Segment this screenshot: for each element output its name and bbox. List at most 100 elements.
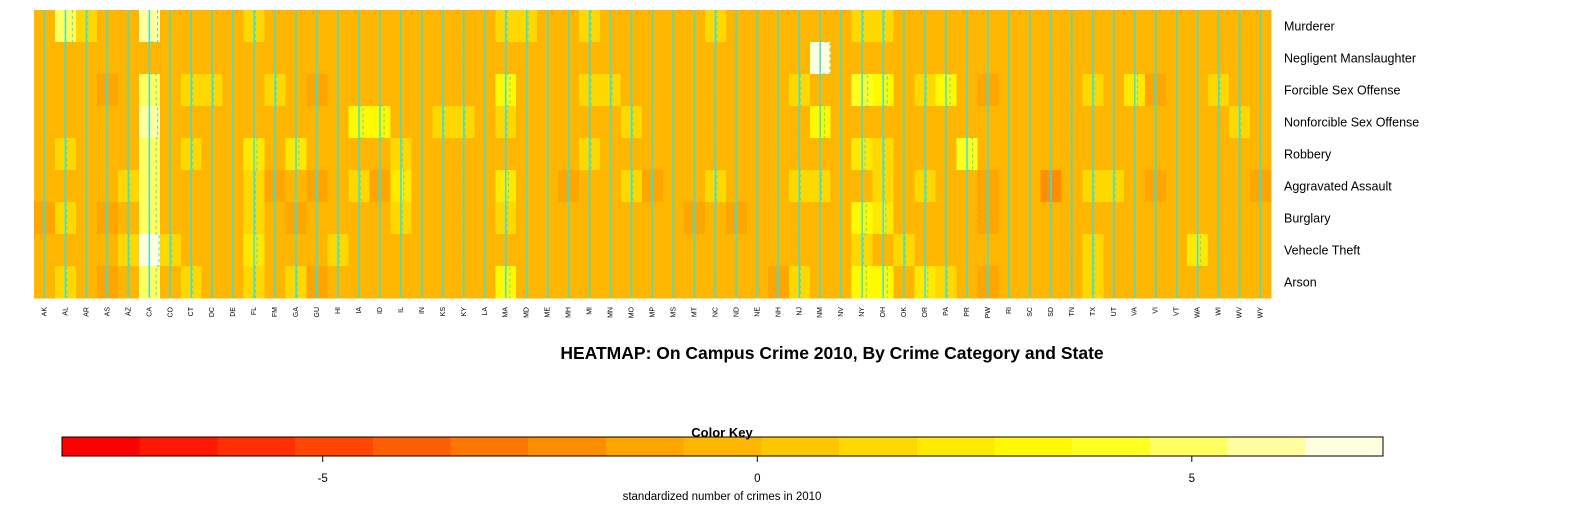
column-trace [903,10,906,298]
column-label: OK [901,307,908,317]
column-label: PR [964,307,971,317]
color-key: Color Key -5 0 5 standardized number of cr… [61,425,1384,503]
column-label: OR [922,307,929,318]
column-label: MO [629,306,636,318]
column-label: AS [104,307,111,317]
column-label: NE [754,307,761,317]
column-label: NY [859,307,866,317]
column-label: GA [293,307,300,317]
color-key-bin [605,437,685,456]
column-trace [798,10,802,298]
column-label: SD [1048,307,1055,317]
column-label: NH [775,307,782,317]
row-label: Arson [1284,276,1317,290]
column-label: VA [1132,307,1139,316]
column-trace [1197,10,1201,298]
column-trace [253,10,258,298]
row-label: Murderer [1284,20,1335,34]
column-trace [294,10,300,298]
column-trace [337,10,340,298]
column-label: WI [1216,307,1223,316]
column-label: IL [398,307,405,313]
heatmap-trace-lines [42,10,1262,298]
color-key-bin [1305,437,1384,456]
row-label: Nonforcible Sex Offense [1284,116,1419,130]
column-trace [400,10,405,298]
column-label: ME [545,307,552,318]
column-label: CT [188,306,195,316]
column-label: DC [209,307,216,317]
row-label: Negligent Manslaughter [1284,52,1416,66]
color-key-bin [761,437,840,456]
column-label: IA [356,307,363,314]
column-trace [190,10,194,298]
column-label: TX [1090,307,1097,316]
column-label: MD [524,307,531,318]
column-label: LA [482,307,489,316]
column-trace [85,10,89,298]
column-label: NJ [796,307,803,316]
column-trace [861,10,869,298]
color-key-bin [683,437,762,456]
row-labels: Murderer Negligent Manslaughter Forcible S… [1284,20,1419,290]
column-trace [358,10,364,298]
color-key-tick-label: -5 [318,473,328,485]
column-label: KS [440,307,447,317]
column-trace [734,10,737,298]
column-trace [505,10,511,298]
column-trace [986,10,989,298]
column-labels: AK AL AR AS AZ CA CO CT DC DE FL FM GA GU HI IA ID IL IN KS… [42,306,1265,318]
column-trace [148,10,160,298]
column-trace [378,10,385,298]
column-label: IN [419,307,426,314]
column-label: AR [83,307,90,317]
color-key-bin [62,437,141,456]
column-label: VI [1153,307,1160,314]
color-key-bin [916,437,995,456]
column-trace [966,10,974,298]
color-key-bin [1072,437,1151,456]
column-label: NC [712,307,719,317]
column-trace [1047,10,1052,298]
column-trace [127,10,131,298]
column-label: MT [691,306,698,317]
color-key-bin [839,437,918,456]
column-label: VT [1174,306,1181,316]
column-label: MH [566,307,573,318]
column-label: MA [503,307,510,318]
column-trace [105,10,108,298]
column-trace [169,10,173,298]
color-key-title: Color Key [691,425,753,440]
row-label: Forcible Sex Offense [1284,84,1401,98]
column-trace [589,10,592,298]
column-label: FM [272,307,279,317]
column-label: ID [377,307,384,314]
row-label: Aggravated Assault [1284,180,1392,194]
color-key-axis-label: standardized number of crimes in 2010 [623,491,822,503]
column-label: TN [1069,307,1076,316]
color-key-bin [372,437,451,456]
column-label: HI [335,307,342,314]
column-label: NV [838,307,845,317]
color-key-bin [1149,437,1228,456]
column-trace [714,10,718,298]
column-label: NM [817,307,824,318]
column-label: AZ [125,306,132,316]
column-label: PW [985,307,992,319]
column-trace [1218,10,1221,298]
chart-title: HEATMAP: On Campus Crime 2010, By Crime … [560,343,1104,363]
column-trace [315,10,318,298]
color-key-tick-label: 5 [1189,473,1195,485]
column-label: WY [1258,307,1265,319]
column-label: MN [608,307,615,318]
color-key-bin [295,437,374,456]
row-label: Burglary [1284,212,1331,226]
column-trace [882,10,888,298]
column-label: MI [587,307,594,315]
column-label: PA [943,307,950,316]
color-key-bin [528,437,607,456]
column-trace [1092,10,1095,298]
column-label: WA [1195,307,1202,318]
column-label: AK [42,307,49,317]
